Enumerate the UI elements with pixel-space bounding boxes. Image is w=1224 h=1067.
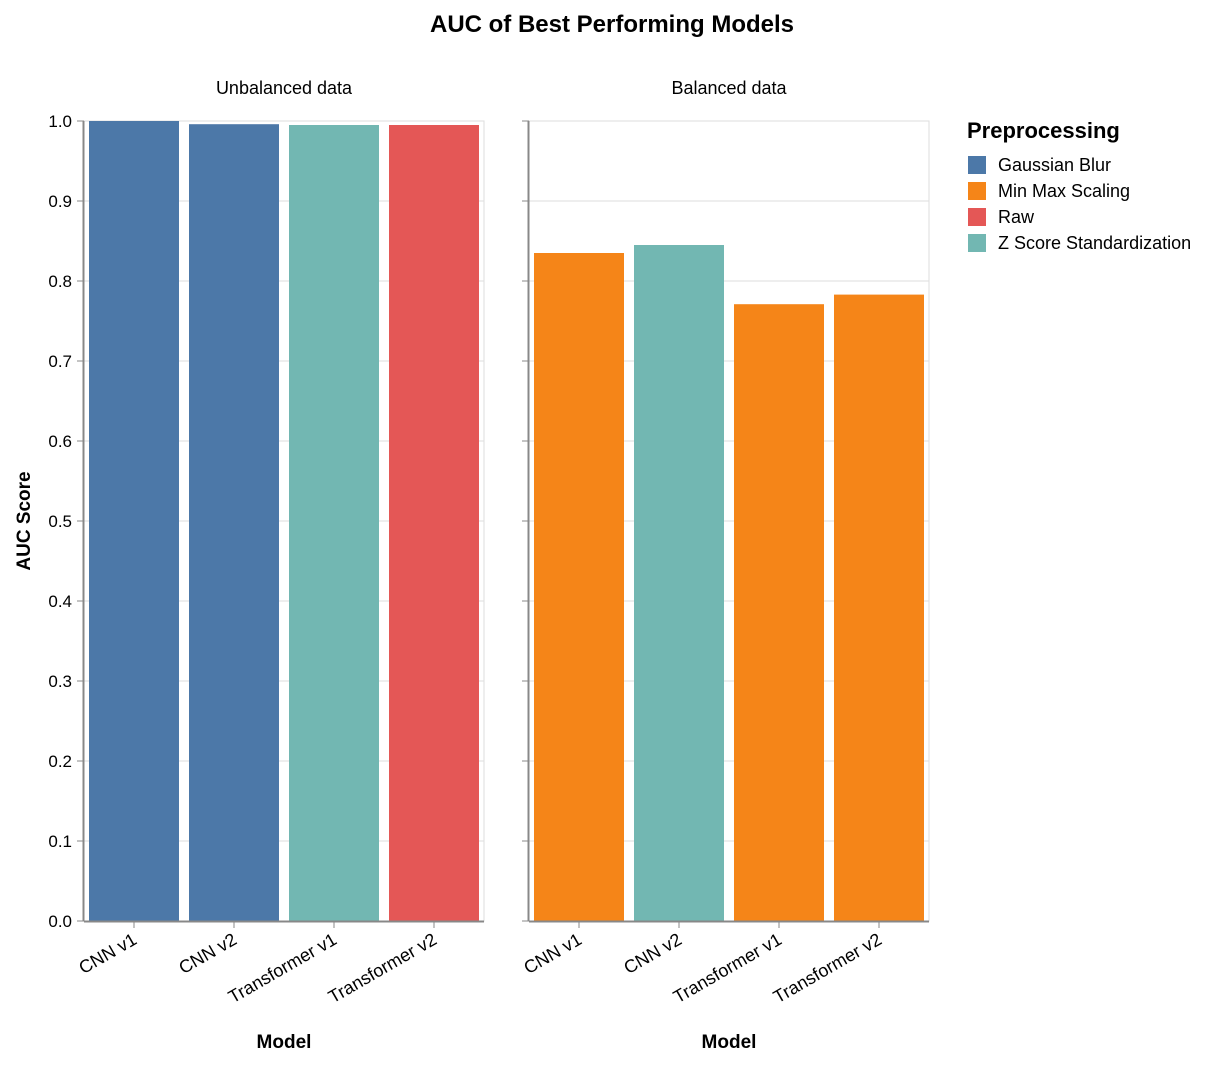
bar [89, 121, 179, 921]
chart-title: AUC of Best Performing Models [430, 11, 794, 38]
legend-swatch [968, 234, 986, 252]
bar [289, 125, 379, 921]
panel-title: Unbalanced data [216, 78, 353, 98]
legend-label: Gaussian Blur [998, 155, 1111, 175]
y-tick-label: 1.0 [48, 112, 72, 131]
y-tick-label: 0.2 [48, 752, 72, 771]
bar [834, 294, 924, 922]
legend-title: Preprocessing [967, 118, 1120, 143]
legend-label: Raw [998, 207, 1035, 227]
x-tick-label: Transformer v1 [670, 929, 785, 1007]
bar [534, 253, 624, 921]
legend-label: Z Score Standardization [998, 233, 1191, 253]
x-axis-title: Model [257, 1032, 312, 1053]
y-tick-label: 0.4 [48, 592, 72, 611]
y-axis-title: AUC Score [14, 471, 35, 570]
y-tick-label: 0.9 [48, 192, 72, 211]
y-tick-label: 0.0 [48, 912, 72, 931]
x-tick-label: CNN v2 [620, 929, 685, 978]
legend: Gaussian Blur Min Max Scaling Raw Z Score S… [968, 155, 1191, 253]
legend-swatch [968, 182, 986, 200]
legend-swatch [968, 208, 986, 226]
y-tick-label: 0.8 [48, 272, 72, 291]
panel-title: Balanced data [671, 78, 787, 98]
bar [189, 124, 279, 921]
y-tick-label: 0.7 [48, 352, 72, 371]
bar [389, 125, 479, 921]
x-axis-title: Model [702, 1032, 757, 1053]
y-tick-label: 0.3 [48, 672, 72, 691]
x-tick-label: Transformer v2 [770, 929, 885, 1007]
y-tick-label: 0.1 [48, 832, 72, 851]
legend-swatch [968, 156, 986, 174]
legend-label: Min Max Scaling [998, 181, 1130, 201]
bar [734, 304, 824, 921]
y-tick-label: 0.6 [48, 432, 72, 451]
x-tick-label: CNN v1 [520, 929, 585, 978]
x-tick-label: Transformer v1 [225, 929, 340, 1007]
bar [634, 245, 724, 921]
x-tick-label: CNN v1 [75, 929, 140, 978]
x-tick-label: CNN v2 [175, 929, 240, 978]
x-tick-label: Transformer v2 [325, 929, 440, 1007]
y-tick-label: 0.5 [48, 512, 72, 531]
